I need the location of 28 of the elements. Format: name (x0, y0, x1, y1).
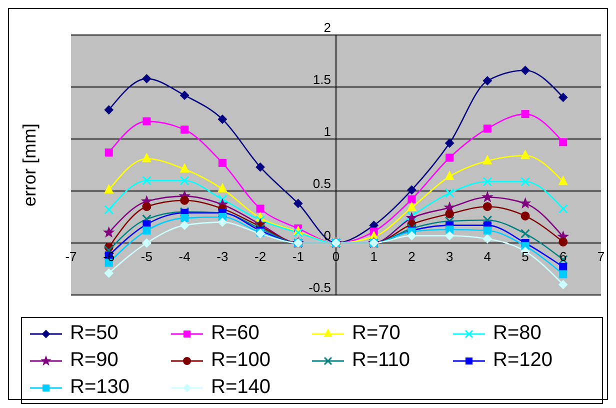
x-tick-label: -4 (178, 249, 190, 264)
y-tick-label: 0.5 (312, 176, 331, 191)
legend-label: R=120 (493, 349, 552, 372)
x-tick-label: 2 (408, 249, 416, 264)
y-tick-label: 2 (324, 20, 331, 35)
legend-label: R=60 (211, 322, 260, 345)
legend-label: R=80 (493, 322, 542, 345)
legend-label: R=110 (352, 349, 410, 372)
x-tick-label: 7 (597, 249, 605, 264)
x-tick-label: 4 (484, 249, 492, 264)
legend-label: R=130 (70, 376, 130, 399)
x-tick-label: -1 (292, 249, 304, 264)
x-tick-label: 1 (370, 249, 378, 264)
y-tick-label: -0.5 (308, 280, 331, 295)
x-tick-label: -7 (65, 249, 77, 264)
x-tick-label: 5 (522, 249, 529, 264)
legend-label: R=100 (211, 349, 270, 372)
legend-label: R=70 (352, 322, 400, 345)
x-tick-label: -2 (254, 249, 266, 264)
legend-label: R=90 (70, 349, 118, 372)
y-tick-label: 1.5 (312, 72, 331, 87)
x-tick-label: -5 (140, 249, 152, 264)
legend-label: R=140 (211, 376, 270, 399)
x-tick-label: 3 (446, 249, 454, 264)
x-tick-label: -3 (216, 249, 228, 264)
legend-label: R=50 (70, 322, 118, 345)
y-axis-title: error [mm] (19, 124, 40, 206)
y-tick-label: 1 (324, 124, 331, 139)
